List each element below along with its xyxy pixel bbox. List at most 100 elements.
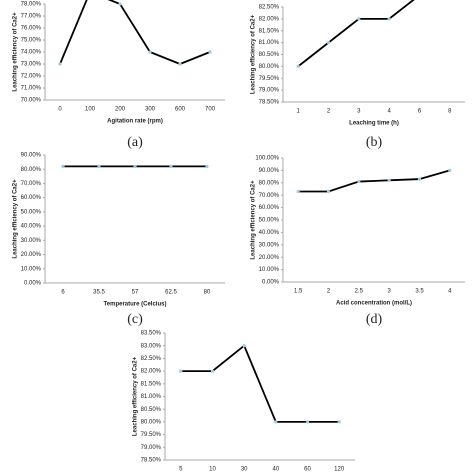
data-point	[169, 164, 173, 168]
x-tick-label: 5	[179, 467, 183, 473]
x-tick-label: 6	[61, 290, 65, 296]
y-tick-label: 20.00%	[21, 252, 42, 258]
x-tick-label: 120	[334, 467, 345, 473]
x-tick-label: 1.5	[294, 289, 303, 295]
y-tick-label: 80.00%	[21, 167, 42, 173]
y-tick-label: 50.00%	[259, 218, 280, 224]
y-tick-label: 81.00%	[259, 40, 280, 46]
data-point	[205, 164, 209, 168]
y-tick-label: 80.00%	[259, 180, 280, 186]
y-tick-label: 90.00%	[259, 168, 280, 174]
y-tick-label: 72.00%	[21, 74, 42, 80]
x-tick-label: 3	[387, 289, 391, 295]
plot	[179, 344, 341, 424]
x-tick-label: 3	[357, 109, 361, 115]
x-tick-label: 600	[175, 107, 186, 113]
y-tick-label: 82.00%	[141, 369, 162, 375]
x-axis-label: Temperature (Celcius)	[104, 302, 167, 308]
x-axis-label: Acid concentration (mol/L)	[336, 301, 412, 307]
y-tick-label: 60.00%	[21, 195, 42, 201]
data-point	[387, 178, 391, 182]
y-tick-label: 0.00%	[24, 281, 42, 287]
data-point	[133, 164, 137, 168]
y-tick-label: 79.00%	[141, 445, 162, 451]
data-point	[179, 369, 183, 373]
caption: (c)	[127, 312, 143, 327]
y-tick-label: 71.00%	[21, 86, 42, 92]
y-tick-label: 81.00%	[141, 394, 162, 400]
y-tick-label: 77.00%	[21, 14, 42, 20]
panel: 0.00% 10.00% 20.00% 30.00% 40.00% 50.00% 60.00…	[13, 153, 225, 327]
y-tick-label: 82.50%	[141, 356, 162, 362]
plot	[296, 168, 452, 194]
data-point	[357, 17, 361, 21]
y-tick-label: 70.00%	[259, 193, 280, 199]
data-line	[180, 344, 340, 423]
panel: 78.50% 79.00% 79.50% 80.00% 80.50% 81.00% 81.5…	[133, 331, 355, 473]
x-tick-label: 3.5	[415, 289, 424, 295]
y-tick-label: 82.00%	[259, 16, 280, 22]
y-tick-label: 80.50%	[141, 407, 162, 413]
data-point	[178, 62, 182, 66]
x-tick-label: 300	[145, 107, 156, 113]
data-point	[357, 179, 361, 184]
data-point	[208, 50, 212, 54]
x-tick-label: 80	[204, 290, 211, 296]
x-axis-label: Agitation rate (rpm)	[107, 119, 163, 125]
x-tick-label: 2	[327, 109, 331, 115]
y-tick-label: 90.00%	[21, 153, 42, 159]
caption: (b)	[366, 135, 383, 150]
x-axis-label: Leaching time (h)	[349, 121, 399, 127]
data-point	[58, 62, 62, 66]
x-tick-label: 60	[304, 467, 311, 473]
x-tick-label: 10	[209, 467, 216, 473]
y-tick-label: 79.50%	[141, 432, 162, 438]
y-tick-label: 0.00%	[262, 280, 280, 286]
data-line	[297, 0, 415, 68]
y-tick-label: 20.00%	[259, 255, 280, 261]
data-point	[61, 164, 65, 168]
data-point	[296, 64, 300, 68]
y-tick-label: 81.50%	[259, 28, 280, 34]
y-tick-label: 75.00%	[21, 38, 42, 44]
y-tick-label: 80.50%	[259, 52, 280, 58]
panel: 70.00% 71.00% 72.00% 73.00% 74.00% 75.00% 76.0…	[13, 0, 225, 150]
y-tick-label: 60.00%	[259, 205, 280, 211]
x-tick-label: 100	[85, 107, 96, 113]
y-tick-label: 80.00%	[141, 419, 162, 425]
y-tick-label: 83.00%	[141, 343, 162, 349]
y-tick-label: 83.50%	[141, 331, 162, 337]
panel: 78.50% 79.00% 79.50% 80.00% 80.50% 81.00% 81.5…	[251, 0, 465, 150]
y-tick-label: 82.50%	[259, 5, 280, 11]
data-point	[448, 168, 452, 172]
data-point	[97, 164, 101, 168]
x-tick-label: 30	[241, 467, 248, 473]
y-tick-label: 78.50%	[259, 100, 280, 106]
plot	[61, 164, 209, 168]
x-tick-label: 200	[115, 107, 126, 113]
x-tick-label: 40	[272, 467, 279, 473]
x-tick-label: 700	[205, 107, 216, 113]
x-tick-label: 57	[132, 290, 139, 296]
data-point	[242, 344, 246, 348]
x-tick-label: 2.5	[355, 289, 364, 295]
data-point	[326, 41, 331, 45]
y-axis-label: Leaching efficiency of Ca2+	[251, 14, 257, 94]
data-point	[337, 420, 341, 424]
data-point	[296, 189, 300, 194]
x-tick-label: 1	[296, 109, 300, 115]
data-point	[148, 50, 152, 54]
data-point	[274, 420, 278, 424]
x-tick-label: 4	[387, 109, 391, 115]
data-point	[326, 189, 331, 194]
panel: 0.00% 10.00% 20.00% 30.00% 40.00% 50.00% 60.00…	[251, 156, 465, 327]
data-point	[210, 369, 215, 373]
y-tick-label: 70.00%	[21, 98, 42, 104]
plot	[296, 0, 415, 68]
y-axis-label: Leaching efficiency of Ca2+	[13, 179, 19, 259]
data-point	[387, 17, 391, 21]
y-tick-label: 40.00%	[21, 224, 42, 230]
y-tick-label: 78.00%	[21, 2, 42, 8]
y-tick-label: 10.00%	[259, 267, 280, 273]
